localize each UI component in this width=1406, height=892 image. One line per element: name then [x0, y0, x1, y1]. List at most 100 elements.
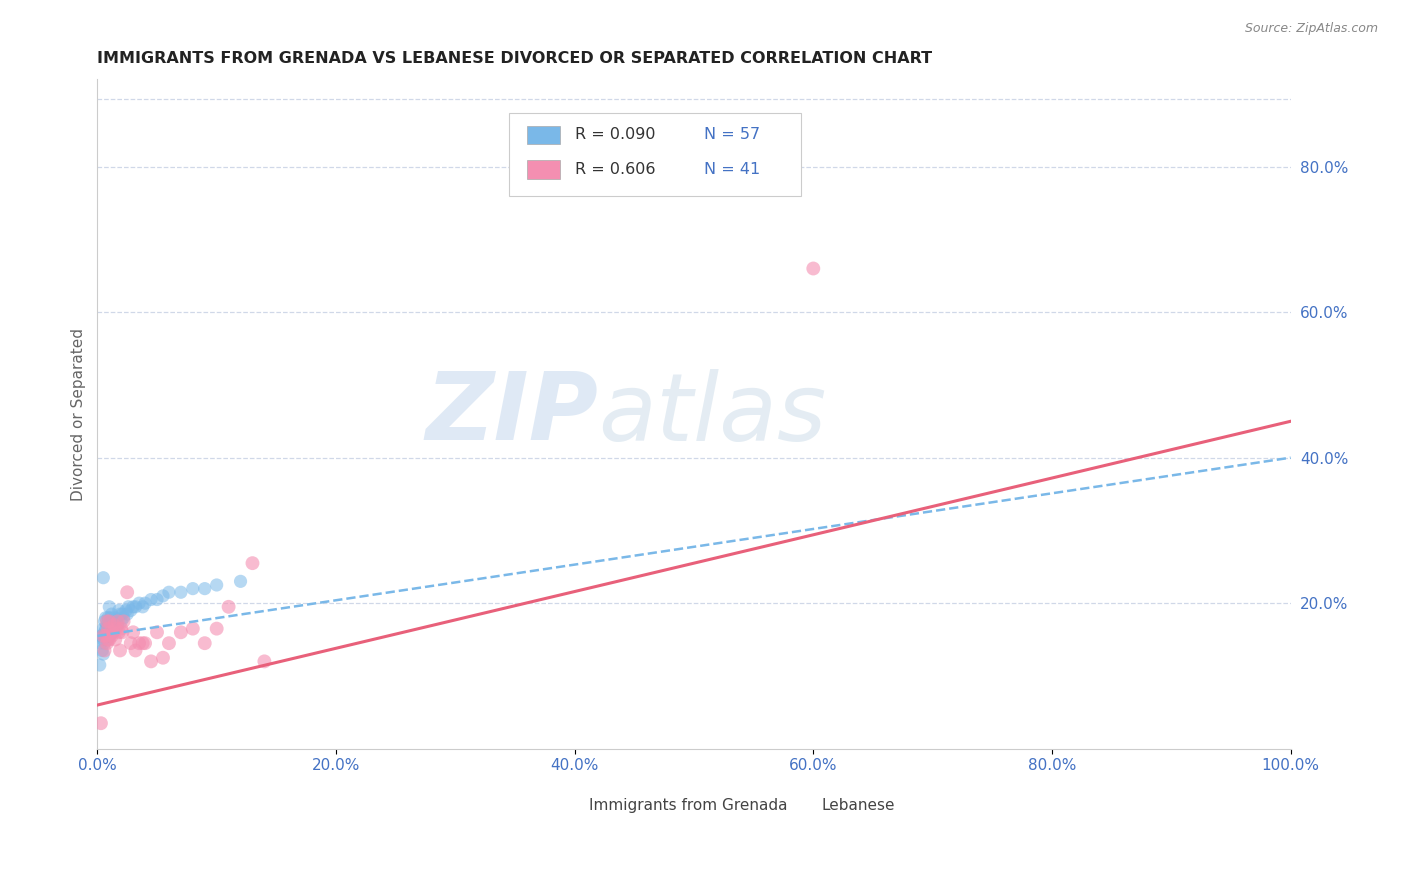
Point: [94, 611, 117, 625]
Point: [98, 615, 121, 629]
Text: atlas: atlas: [599, 368, 827, 459]
Bar: [527, 161, 561, 179]
Point: [91, 629, 114, 643]
Point: [104, 632, 127, 647]
Point: [98, 599, 121, 614]
Point: [93, 625, 115, 640]
Point: [253, 654, 276, 668]
Point: [97, 632, 120, 647]
Text: R = 0.606: R = 0.606: [575, 162, 655, 178]
Point: [100, 629, 122, 643]
Point: [205, 622, 228, 636]
Point: [194, 636, 217, 650]
Point: [124, 599, 146, 614]
Point: [194, 582, 217, 596]
Point: [120, 603, 142, 617]
Point: [131, 636, 153, 650]
Point: [96, 632, 118, 647]
Point: [101, 625, 124, 640]
Point: [97, 622, 120, 636]
Point: [218, 599, 240, 614]
Point: [152, 650, 174, 665]
Point: [97, 629, 120, 643]
Point: [111, 625, 134, 640]
Point: [134, 596, 156, 610]
Point: [181, 622, 204, 636]
Text: N = 41: N = 41: [703, 162, 759, 178]
Point: [91, 647, 114, 661]
Point: [101, 615, 124, 629]
Point: [108, 643, 131, 657]
Point: [108, 607, 131, 621]
Point: [93, 615, 115, 629]
Point: [157, 585, 180, 599]
Point: [90, 629, 112, 643]
Point: [124, 643, 146, 657]
Text: Source: ZipAtlas.com: Source: ZipAtlas.com: [1244, 22, 1378, 36]
Point: [93, 643, 115, 657]
Point: [100, 611, 122, 625]
Point: [100, 607, 122, 621]
Point: [115, 607, 138, 621]
Point: [93, 636, 115, 650]
Point: [134, 636, 156, 650]
Point: [105, 615, 128, 629]
Point: [94, 629, 117, 643]
Point: [242, 556, 264, 570]
Point: [146, 592, 169, 607]
Point: [100, 622, 122, 636]
Point: [112, 615, 135, 629]
Point: [97, 611, 120, 625]
Point: [111, 607, 134, 621]
Point: [157, 636, 180, 650]
Bar: [783, 798, 810, 813]
Point: [122, 625, 145, 640]
Point: [103, 618, 125, 632]
Point: [131, 599, 153, 614]
Point: [104, 622, 127, 636]
Point: [105, 622, 128, 636]
Point: [117, 599, 139, 614]
Point: [152, 589, 174, 603]
Point: [139, 592, 162, 607]
Point: [205, 578, 228, 592]
Point: [96, 618, 118, 632]
Point: [110, 615, 132, 629]
Point: [128, 636, 150, 650]
Point: [101, 625, 124, 640]
Point: [115, 585, 138, 599]
Point: [146, 625, 169, 640]
Point: [108, 603, 131, 617]
Text: Lebanese: Lebanese: [821, 798, 896, 814]
Point: [103, 618, 125, 632]
Point: [100, 625, 122, 640]
Point: [122, 599, 145, 614]
Point: [107, 618, 129, 632]
Point: [112, 611, 135, 625]
Text: Immigrants from Grenada: Immigrants from Grenada: [589, 798, 787, 814]
Point: [107, 615, 129, 629]
Point: [100, 618, 122, 632]
Y-axis label: Divorced or Separated: Divorced or Separated: [72, 327, 86, 500]
Point: [96, 636, 118, 650]
Point: [98, 622, 121, 636]
Text: IMMIGRANTS FROM GRENADA VS LEBANESE DIVORCED OR SEPARATED CORRELATION CHART: IMMIGRANTS FROM GRENADA VS LEBANESE DIVO…: [97, 51, 932, 66]
Point: [91, 571, 114, 585]
Point: [170, 625, 193, 640]
Point: [108, 625, 131, 640]
Point: [98, 629, 121, 643]
Point: [90, 716, 112, 731]
Text: R = 0.090: R = 0.090: [575, 128, 655, 143]
Point: [801, 261, 824, 276]
Point: [97, 622, 120, 636]
Point: [98, 632, 121, 647]
Point: [91, 622, 114, 636]
Point: [89, 658, 111, 673]
Bar: [527, 126, 561, 145]
Point: [110, 622, 132, 636]
Point: [170, 585, 193, 599]
Bar: [551, 798, 576, 813]
Point: [128, 596, 150, 610]
Point: [181, 582, 204, 596]
Point: [90, 636, 112, 650]
